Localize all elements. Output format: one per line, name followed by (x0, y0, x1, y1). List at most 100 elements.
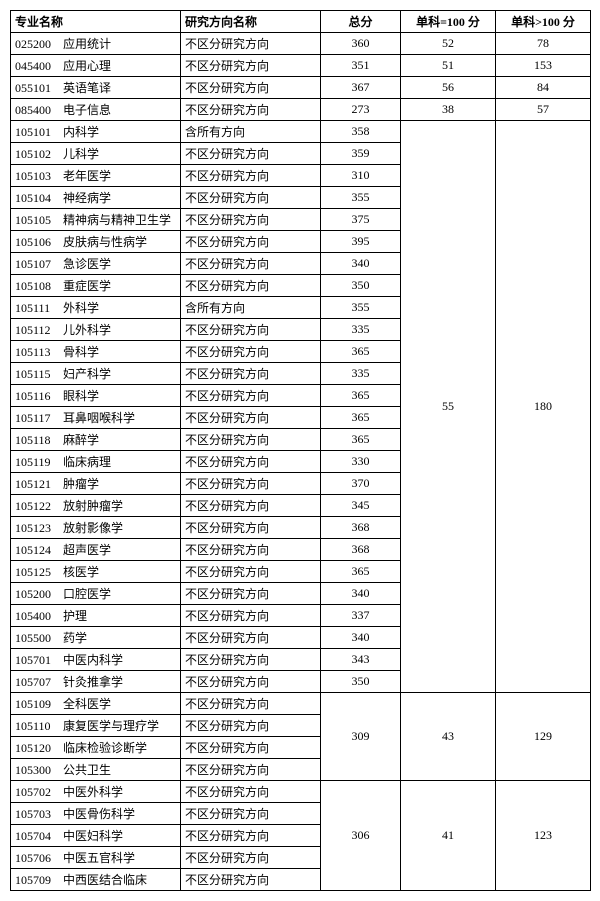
header-sub2: 单科>100 分 (496, 11, 591, 33)
major-cell: 105115妇产科学 (11, 363, 181, 385)
sub2-cell-merged: 129 (496, 693, 591, 781)
major-cell: 105102儿科学 (11, 143, 181, 165)
major-cell: 105111外科学 (11, 297, 181, 319)
total-cell: 365 (321, 385, 401, 407)
major-cell: 105120临床检验诊断学 (11, 737, 181, 759)
major-cell: 105109全科医学 (11, 693, 181, 715)
major-cell: 105703中医骨伤科学 (11, 803, 181, 825)
total-cell: 340 (321, 627, 401, 649)
direction-cell: 不区分研究方向 (181, 451, 321, 473)
direction-cell: 不区分研究方向 (181, 319, 321, 341)
direction-cell: 不区分研究方向 (181, 495, 321, 517)
direction-cell: 不区分研究方向 (181, 693, 321, 715)
major-cell: 105106皮肤病与性病学 (11, 231, 181, 253)
total-cell: 340 (321, 253, 401, 275)
table-row: 105109全科医学不区分研究方向30943129 (11, 693, 591, 715)
major-cell: 105105精神病与精神卫生学 (11, 209, 181, 231)
table-row: 105101内科学含所有方向35855180 (11, 121, 591, 143)
direction-cell: 不区分研究方向 (181, 99, 321, 121)
total-cell: 368 (321, 517, 401, 539)
table-row: 045400应用心理不区分研究方向35151153 (11, 55, 591, 77)
direction-cell: 不区分研究方向 (181, 209, 321, 231)
direction-cell: 不区分研究方向 (181, 627, 321, 649)
total-cell: 359 (321, 143, 401, 165)
total-cell: 355 (321, 297, 401, 319)
major-cell: 045400应用心理 (11, 55, 181, 77)
direction-cell: 不区分研究方向 (181, 869, 321, 891)
total-cell: 330 (321, 451, 401, 473)
major-cell: 105701中医内科学 (11, 649, 181, 671)
sub2-cell: 153 (496, 55, 591, 77)
direction-cell: 不区分研究方向 (181, 275, 321, 297)
major-cell: 105400护理 (11, 605, 181, 627)
major-cell: 105200口腔医学 (11, 583, 181, 605)
direction-cell: 不区分研究方向 (181, 561, 321, 583)
major-cell: 105123放射影像学 (11, 517, 181, 539)
direction-cell: 不区分研究方向 (181, 407, 321, 429)
direction-cell: 不区分研究方向 (181, 517, 321, 539)
total-cell: 340 (321, 583, 401, 605)
major-cell: 025200应用统计 (11, 33, 181, 55)
header-direction: 研究方向名称 (181, 11, 321, 33)
direction-cell: 不区分研究方向 (181, 341, 321, 363)
total-cell: 358 (321, 121, 401, 143)
sub1-cell: 56 (401, 77, 496, 99)
header-total: 总分 (321, 11, 401, 33)
major-cell: 105500药学 (11, 627, 181, 649)
major-cell: 055101英语笔译 (11, 77, 181, 99)
total-cell: 273 (321, 99, 401, 121)
direction-cell: 不区分研究方向 (181, 649, 321, 671)
table-row: 105702中医外科学不区分研究方向30641123 (11, 781, 591, 803)
header-row: 专业名称 研究方向名称 总分 单科=100 分 单科>100 分 (11, 11, 591, 33)
major-cell: 105113骨科学 (11, 341, 181, 363)
sub1-cell: 38 (401, 99, 496, 121)
major-cell: 105709中西医结合临床 (11, 869, 181, 891)
major-cell: 105112儿外科学 (11, 319, 181, 341)
direction-cell: 不区分研究方向 (181, 737, 321, 759)
total-cell: 355 (321, 187, 401, 209)
direction-cell: 不区分研究方向 (181, 781, 321, 803)
total-cell: 365 (321, 341, 401, 363)
direction-cell: 不区分研究方向 (181, 847, 321, 869)
total-cell: 350 (321, 275, 401, 297)
major-cell: 105702中医外科学 (11, 781, 181, 803)
direction-cell: 不区分研究方向 (181, 77, 321, 99)
major-cell: 105104神经病学 (11, 187, 181, 209)
direction-cell: 不区分研究方向 (181, 605, 321, 627)
total-cell: 370 (321, 473, 401, 495)
total-cell: 350 (321, 671, 401, 693)
major-cell: 105110康复医学与理疗学 (11, 715, 181, 737)
direction-cell: 不区分研究方向 (181, 253, 321, 275)
total-cell: 343 (321, 649, 401, 671)
direction-cell: 不区分研究方向 (181, 143, 321, 165)
total-cell: 375 (321, 209, 401, 231)
direction-cell: 不区分研究方向 (181, 715, 321, 737)
direction-cell: 不区分研究方向 (181, 803, 321, 825)
major-cell: 105124超声医学 (11, 539, 181, 561)
table-body: 025200应用统计不区分研究方向3605278045400应用心理不区分研究方… (11, 33, 591, 891)
total-cell: 335 (321, 319, 401, 341)
sub1-cell: 51 (401, 55, 496, 77)
major-cell: 105706中医五官科学 (11, 847, 181, 869)
major-cell: 105119临床病理 (11, 451, 181, 473)
total-cell: 365 (321, 407, 401, 429)
direction-cell: 不区分研究方向 (181, 473, 321, 495)
total-cell: 335 (321, 363, 401, 385)
direction-cell: 不区分研究方向 (181, 671, 321, 693)
total-cell-merged: 306 (321, 781, 401, 891)
direction-cell: 不区分研究方向 (181, 385, 321, 407)
direction-cell: 不区分研究方向 (181, 55, 321, 77)
sub1-cell-merged: 41 (401, 781, 496, 891)
major-cell: 105121肿瘤学 (11, 473, 181, 495)
major-cell: 105125核医学 (11, 561, 181, 583)
direction-cell: 含所有方向 (181, 297, 321, 319)
major-cell: 105122放射肿瘤学 (11, 495, 181, 517)
total-cell: 345 (321, 495, 401, 517)
sub1-cell: 52 (401, 33, 496, 55)
total-cell: 365 (321, 429, 401, 451)
major-cell: 105704中医妇科学 (11, 825, 181, 847)
direction-cell: 不区分研究方向 (181, 363, 321, 385)
major-cell: 105707针灸推拿学 (11, 671, 181, 693)
major-cell: 105118麻醉学 (11, 429, 181, 451)
direction-cell: 不区分研究方向 (181, 539, 321, 561)
